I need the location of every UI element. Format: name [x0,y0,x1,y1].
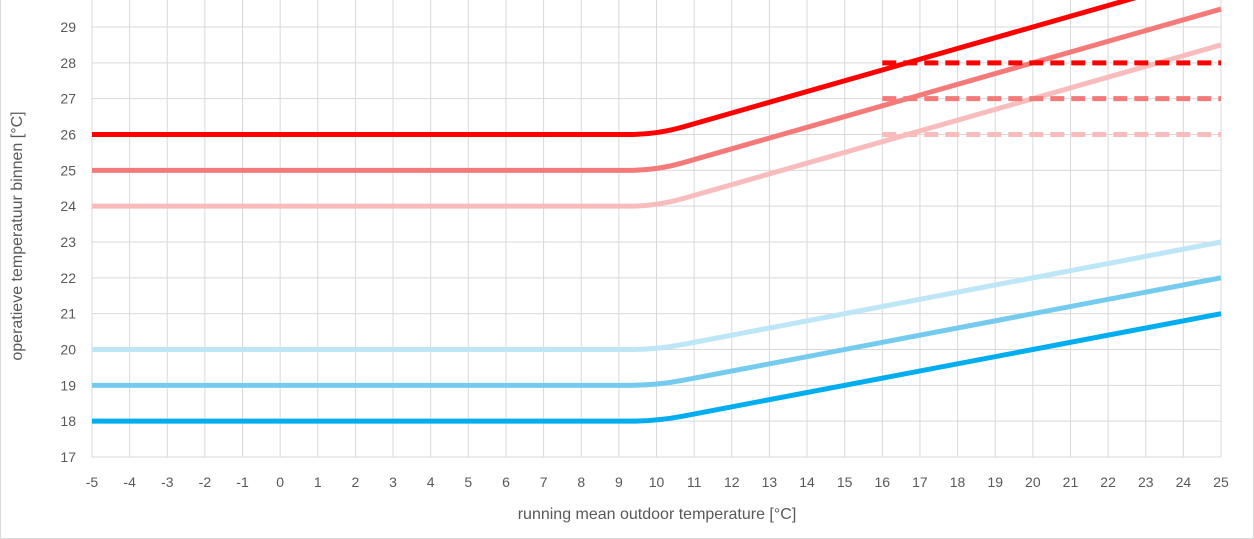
x-tick-label-15: 10 [649,474,665,490]
y-tick-label-0: 17 [60,449,76,465]
y-tick-label-5: 22 [60,270,76,286]
series-layer [92,0,1222,424]
x-tick-label-27: 22 [1100,474,1116,490]
x-tick-label-29: 24 [1176,474,1192,490]
series-line-8 [92,311,1222,424]
x-tick-label-12: 7 [540,474,548,490]
x-tick-label-30: 25 [1213,474,1229,490]
y-tick-label-3: 20 [60,342,76,358]
y-tick-label-8: 25 [60,162,76,178]
x-tick-label-4: -1 [236,474,249,490]
x-tick-label-1: -4 [123,474,136,490]
x-axis-title: running mean outdoor temperature [°C] [518,506,797,523]
y-axis-title: operatieve temperatuur binnen [°C] [9,111,26,360]
x-tick-labels: -5 -4 -3 -2 -1 0 1 2 3 4 5 6 7 8 9 10 11 12 13 14 15 16 17 18 19… [86,474,1229,490]
x-tick-label-10: 5 [464,474,472,490]
x-tick-label-20: 15 [837,474,853,490]
series-line-1 [92,6,1222,173]
series-line-6 [92,239,1222,352]
x-tick-label-19: 14 [799,474,815,490]
plot-area [92,0,1222,424]
x-tick-label-23: 18 [950,474,966,490]
x-tick-label-22: 17 [912,474,928,490]
y-tick-label-4: 21 [60,306,76,322]
y-tick-label-12: 29 [60,19,76,35]
series-line-0 [92,0,1137,137]
series-line-7 [92,275,1222,388]
x-tick-label-13: 8 [577,474,585,490]
x-tick-label-7: 2 [352,474,360,490]
x-tick-label-18: 13 [762,474,778,490]
x-tick-label-14: 9 [615,474,623,490]
x-tick-label-25: 20 [1025,474,1041,490]
y-tick-labels: 17 18 19 20 21 22 23 24 25 26 27 28 29 [60,19,76,465]
y-tick-label-2: 19 [60,377,76,393]
x-tick-label-26: 21 [1063,474,1079,490]
x-tick-label-9: 4 [427,474,435,490]
x-tick-label-28: 23 [1138,474,1154,490]
y-tick-label-11: 28 [60,55,76,71]
y-tick-label-1: 18 [60,413,76,429]
x-tick-label-24: 19 [987,474,1003,490]
x-tick-label-17: 12 [724,474,740,490]
x-tick-label-3: -2 [199,474,212,490]
x-tick-label-21: 16 [875,474,891,490]
series-line-2 [92,42,1222,209]
x-tick-label-11: 6 [502,474,510,490]
y-tick-label-9: 26 [60,127,76,143]
x-tick-label-8: 3 [389,474,397,490]
y-tick-label-6: 23 [60,234,76,250]
x-tick-label-16: 11 [687,474,702,490]
y-tick-label-7: 24 [60,198,76,214]
x-tick-label-2: -3 [161,474,174,490]
x-tick-label-6: 1 [314,474,322,490]
vertical-gridlines [91,0,1222,457]
x-tick-label-5: 0 [276,474,284,490]
x-tick-label-0: -5 [86,474,99,490]
y-tick-label-10: 27 [60,91,76,107]
